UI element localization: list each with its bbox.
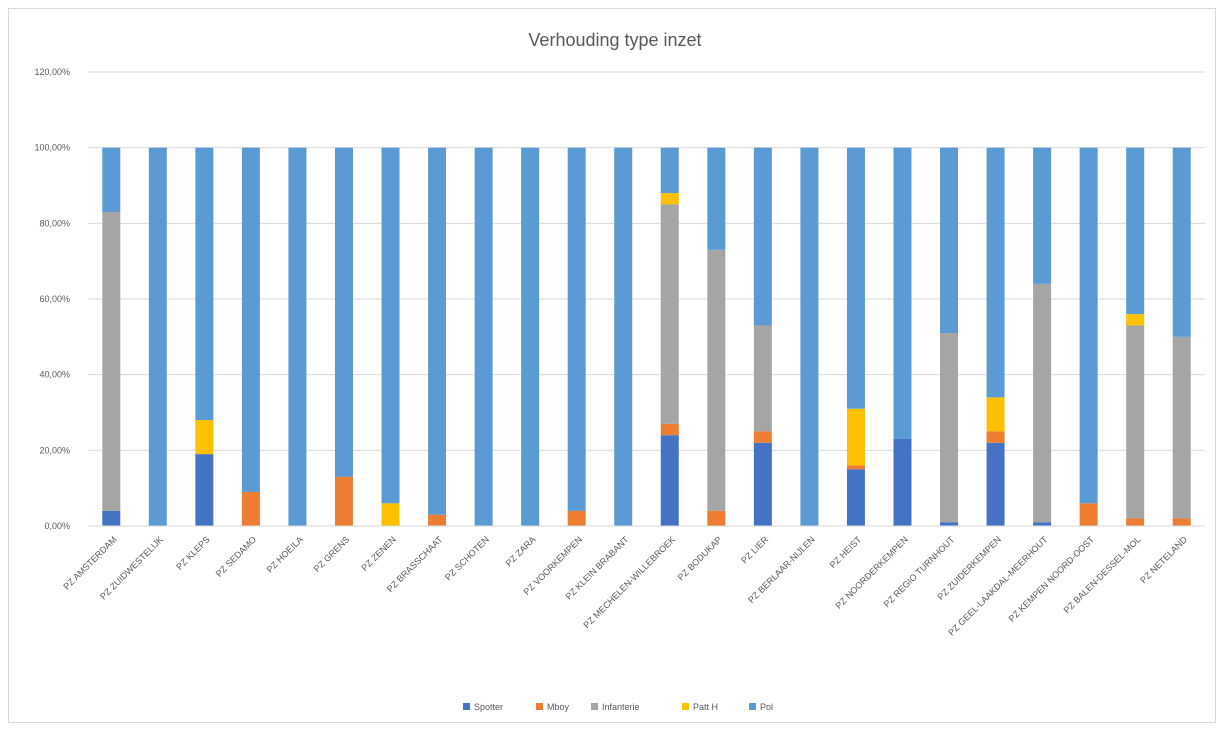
bar-segment-pol <box>148 147 167 526</box>
x-tick-label: PZ SCHOTEN <box>443 534 491 582</box>
bar-segment-pol <box>102 147 121 212</box>
bar-segment-infanterie <box>1126 325 1145 519</box>
bar-segment-spotter <box>893 438 912 526</box>
bar-segment-patt-h <box>195 420 214 455</box>
bar-segment-mboy <box>660 423 679 436</box>
bar-segment-pol <box>1126 147 1145 315</box>
x-tick-label: PZ GEEL-LAAKDAL-MEERHOUT <box>946 534 1050 638</box>
y-tick-label: 60,00% <box>39 294 70 304</box>
bar-segment-spotter <box>846 469 865 526</box>
y-tick-label: 80,00% <box>39 218 70 228</box>
x-tick-label: PZ KEMPEN NOORD-OOST <box>1007 534 1097 624</box>
bar-segment-pol <box>474 147 493 526</box>
bar-segment-pol <box>1079 147 1098 504</box>
bar-segment-mboy <box>567 510 586 526</box>
legend-label: Infanterie <box>602 702 640 712</box>
bar-segment-pol <box>893 147 912 439</box>
bar-segment-pol <box>521 147 540 526</box>
bar-segment-infanterie <box>940 333 959 523</box>
chart-title: Verhouding type inzet <box>528 30 701 50</box>
y-tick-label: 120,00% <box>34 67 70 77</box>
legend-label: Spotter <box>474 702 503 712</box>
x-tick-label: PZ KLEPS <box>174 534 211 571</box>
x-tick-label: PZ HOEILA <box>265 534 305 574</box>
bar-segment-spotter <box>102 510 121 526</box>
legend-swatch <box>591 703 598 710</box>
bar-segment-pol <box>428 147 447 515</box>
x-tick-label: PZ LIER <box>739 534 770 565</box>
bar-segment-mboy <box>846 465 865 470</box>
bar-segment-patt-h <box>660 193 679 205</box>
bar-segment-spotter <box>753 442 772 526</box>
bars <box>102 147 1191 526</box>
bar-segment-mboy <box>1079 503 1098 526</box>
bar-segment-pol <box>195 147 214 421</box>
legend: Spotter Mboy Infanterie Patt H Pol <box>463 702 773 712</box>
legend-swatch <box>463 703 470 710</box>
bar-segment-patt-h <box>1126 314 1145 326</box>
bar-segment-pol <box>381 147 400 504</box>
bar-segment-pol <box>614 147 633 526</box>
y-tick-label: 100,00% <box>34 143 70 153</box>
legend-swatch <box>536 703 543 710</box>
bar-segment-pol <box>986 147 1005 398</box>
bar-segment-infanterie <box>1033 283 1052 523</box>
bar-segment-infanterie <box>1172 336 1191 519</box>
y-axis: 0,00% 20,00% 40,00% 60,00% 80,00% 100,00% 120,… <box>34 67 70 531</box>
y-tick-label: 40,00% <box>39 370 70 380</box>
bar-segment-pol <box>846 147 865 409</box>
bar-segment-patt-h <box>381 503 400 526</box>
y-tick-label: 0,00% <box>44 521 70 531</box>
legend-label: Pol <box>760 702 773 712</box>
bar-segment-pol <box>1172 147 1191 337</box>
bar-segment-pol <box>1033 147 1052 284</box>
bar-segment-mboy <box>986 431 1005 443</box>
x-tick-label: PZ SEDAMO <box>214 534 259 579</box>
x-tick-label: PZ GRENS <box>312 534 352 574</box>
bar-segment-pol <box>288 147 307 526</box>
bar-segment-pol <box>940 147 959 334</box>
bar-segment-infanterie <box>753 325 772 432</box>
bar-segment-mboy <box>241 491 260 526</box>
bar-segment-mboy <box>753 431 772 443</box>
bar-segment-mboy <box>1172 518 1191 526</box>
bar-segment-spotter <box>660 435 679 526</box>
bar-segment-mboy <box>428 514 447 526</box>
x-tick-label: PZ ZENEN <box>359 534 398 573</box>
bar-segment-spotter <box>986 442 1005 526</box>
x-tick-label: PZ BALEN-DESSEL-MOL <box>1062 534 1143 615</box>
bar-segment-spotter <box>940 522 959 526</box>
x-tick-label: PZ MECHELEN-WILLEBROEK <box>581 534 677 630</box>
bar-segment-pol <box>567 147 586 511</box>
bar-segment-mboy <box>1126 518 1145 526</box>
bar-segment-pol <box>707 147 726 250</box>
bar-segment-infanterie <box>707 249 726 511</box>
bar-segment-infanterie <box>660 204 679 424</box>
bar-segment-pol <box>241 147 260 492</box>
legend-label: Mboy <box>547 702 570 712</box>
y-tick-label: 20,00% <box>39 445 70 455</box>
legend-label: Patt H <box>693 702 718 712</box>
x-tick-label: PZ HEIST <box>828 534 864 570</box>
legend-swatch <box>749 703 756 710</box>
bar-segment-patt-h <box>986 397 1005 432</box>
bar-segment-mboy <box>707 510 726 526</box>
x-tick-label: PZ NETELAND <box>1138 534 1189 585</box>
bar-segment-pol <box>660 147 679 194</box>
bar-segment-pol <box>800 147 819 526</box>
x-tick-label: PZ ZARA <box>504 534 538 568</box>
legend-swatch <box>682 703 689 710</box>
bar-segment-pol <box>334 147 353 477</box>
bar-segment-spotter <box>195 454 214 526</box>
bar-segment-spotter <box>1033 522 1052 526</box>
bar-segment-mboy <box>334 476 353 526</box>
bar-segment-pol <box>753 147 772 326</box>
bar-segment-infanterie <box>102 211 121 511</box>
x-tick-label: PZ BODUKAP <box>676 534 724 582</box>
bar-segment-patt-h <box>846 408 865 466</box>
